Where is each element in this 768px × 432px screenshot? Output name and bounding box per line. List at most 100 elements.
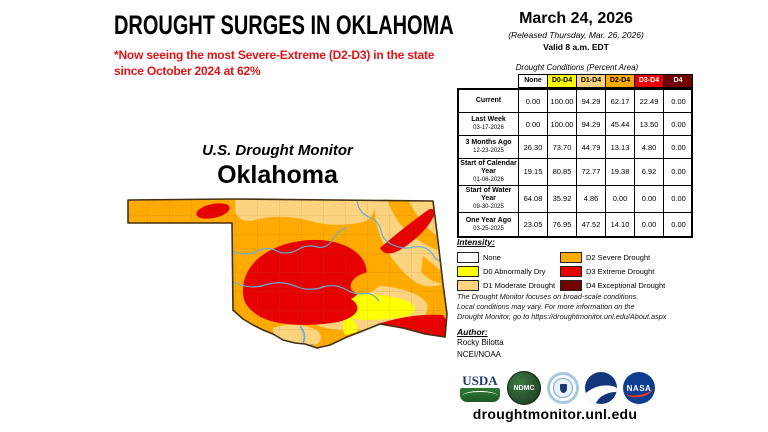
row-label: Start of Calendar Year 01-06-2026 [459,159,519,186]
map-supertitle: U.S. Drought Monitor [202,142,353,159]
legend-label: D3 Extreme Drought [586,266,655,276]
oklahoma-drought-map [127,198,448,349]
table-row: Last Week 03-17-2026 0.00 100.00 94.29 45.44 1… [459,113,693,136]
table-value-cell: 0.00 [664,90,693,113]
table-corner-cell [457,74,519,86]
legend-swatch [457,279,479,291]
table-row: Current 0.00 100.00 94.29 62.17 22.49 0.00 [459,90,693,113]
page-subtitle: *Now seeing the most Severe-Extreme (D2-… [114,48,464,79]
table-value-cell: 0.00 [606,185,635,213]
map-state-title: Oklahoma [217,161,338,189]
legend-item: None [457,251,560,263]
released-date: (Released Thursday, Mar. 26, 2026) [508,30,644,40]
legend-item: D2 Severe Drought [560,251,699,263]
table-value-cell: 64.08 [519,185,548,213]
drought-conditions-table: Drought Conditions (Percent Area) None D0… [457,63,697,238]
usda-field-shape [460,388,500,402]
intensity-legend: Intensity: None D0 Abnormally Dry D1 Moder… [457,237,699,292]
county-lines [128,199,447,348]
state-outline [127,198,448,349]
usda-logo: USDA [459,374,501,402]
table-column-header: D1-D4 [576,74,606,88]
table-row: One Year Ago 03-25-2025 23.05 76.95 47.52 14.… [459,212,691,236]
table-value-cell: 26.30 [519,136,548,159]
nasa-logo-text: NASA [626,383,652,393]
row-date: 09-30-2025 [473,204,504,211]
legend-label: D1 Moderate Drought [483,280,556,290]
subtitle-line-2: since October 2024 at 62% [114,63,261,78]
table-value-cell: 94.29 [577,113,606,136]
legend-swatch [560,265,582,277]
table-column-header: D0-D4 [547,74,577,88]
table-value-cell: 44.79 [577,136,606,159]
table-value-cell: 19.15 [519,159,548,186]
legend-label: D4 Exceptional Drought [586,280,666,290]
table-value-cell: 0.00 [664,113,693,136]
table-value-cell: 13.13 [606,136,635,159]
table-value-cell: 100.00 [548,90,577,113]
table-header-row: None D0-D4 D1-D4 D2-D4 D3-D4 D4 [457,74,697,88]
legend-title: Intensity: [457,237,495,247]
table-value-cell: 45.44 [606,113,635,136]
legend-item: D1 Moderate Drought [457,279,560,291]
table-value-cell: 47.52 [577,212,606,236]
row-label: One Year Ago 03-25-2025 [459,212,519,236]
table-value-cell: 73.70 [548,136,577,159]
row-date: 12-23-2025 [473,148,504,155]
table-value-cell: 22.49 [635,90,664,113]
table-value-cell: 19.38 [606,159,635,186]
legend-items: None D0 Abnormally Dry D1 Moderate Drought… [457,250,699,292]
table-value-cell: 80.85 [548,159,577,186]
ndmc-logo-text: NDMC [513,384,535,392]
ndmc-logo: NDMC [507,371,541,405]
row-label: Current [459,90,519,113]
table-column-header: D2-D4 [605,74,635,88]
legend-swatch [457,265,479,277]
table-value-cell: 0.00 [671,219,686,229]
doc-seal-logo [547,372,579,404]
noaa-logo [585,372,617,404]
table-value-cell: 4.86 [577,185,606,213]
subtitle-line-1: *Now seeing the most Severe-Extreme (D2-… [114,48,435,62]
table-row: 3 Months Ago 12-23-2025 26.30 73.70 44.79 13.… [459,136,693,159]
legend-swatch [457,251,479,263]
disclaimer-notes: The Drought Monitor focuses on broad-sca… [457,292,699,322]
doc-seal-inner [553,378,573,398]
disclaimer-line-1: The Drought Monitor focuses on broad-sca… [457,292,639,301]
legend-swatch [560,251,582,263]
legend-swatch [560,279,582,291]
table-value-cell: 0.00 [635,185,664,213]
table-value-cell: 72.77 [577,159,606,186]
usda-logo-text: USDA [462,373,498,388]
table-column-header: D3-D4 [634,74,664,88]
disclaimer-line-2: Local conditions may vary. For more info… [457,301,635,311]
table-value-cell: 76.95 [548,212,577,236]
table-row: Start of Calendar Year 01-06-2026 19.15 80.… [459,159,693,186]
author-name: Rocky Bilotta [457,338,504,347]
legend-label: D2 Severe Drought [586,252,651,262]
table-body: Current 0.00 100.00 94.29 62.17 22.49 0.00 Last… [457,88,693,238]
table-value-cell: 23.05 [519,212,548,236]
table-value-cell: 94.29 [577,90,606,113]
table-value-cell: 6.92 [635,159,664,186]
author-org: NCEI/NOAA [457,349,502,359]
table-value-cell: 35.92 [548,185,577,213]
row-label: Start of Water Year 09-30-2025 [459,185,519,213]
table-value-cell: 0.00 [664,186,693,213]
author-block: Author: Rocky Bilotta NCEI/NOAA [457,327,504,361]
table-title: Drought Conditions (Percent Area) [515,63,639,72]
table-value-cell: 0.00 [635,212,664,236]
river-arkansas [356,200,442,262]
table-value-cell: 0.00 [664,136,693,159]
table-value-cell: 0.00 [664,159,693,186]
legend-label: None [483,252,501,262]
nasa-logo: NASA [623,372,655,404]
footer-url: droughtmonitor.unl.edu [472,406,638,422]
valid-time: Valid 8 a.m. EDT [543,42,609,52]
legend-item: D0 Abnormally Dry [457,265,560,277]
river-canadian [232,281,380,302]
table-value-cell: 13.50 [635,113,664,136]
legend-item: D4 Exceptional Drought [560,279,699,291]
legend-item: D3 Extreme Drought [560,265,699,277]
